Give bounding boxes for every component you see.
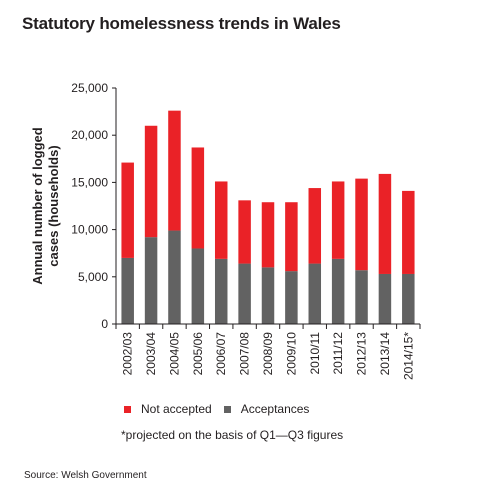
bar-not-accepted xyxy=(308,188,322,264)
bar-acceptances xyxy=(191,248,205,324)
x-tick-label: 2005/06 xyxy=(191,332,205,376)
y-axis-label-line: cases (households) xyxy=(46,145,61,266)
bar-acceptances xyxy=(402,273,415,324)
x-tick-label: 2002/03 xyxy=(121,332,135,376)
x-tick-label: 2003/04 xyxy=(144,332,158,376)
bar-acceptances xyxy=(355,270,368,324)
x-tick-label: 2008/09 xyxy=(261,332,275,376)
x-tick-label: 2009/10 xyxy=(284,332,298,376)
bars-group xyxy=(121,110,415,324)
bar-not-accepted xyxy=(121,162,134,258)
legend-item-not-accepted: Not accepted xyxy=(124,402,212,416)
bar-not-accepted xyxy=(285,202,298,272)
y-tick-label: 10,000 xyxy=(71,223,108,237)
bar-acceptances xyxy=(168,230,181,324)
y-tick-label: 15,000 xyxy=(71,175,108,189)
bar-not-accepted xyxy=(331,181,345,259)
legend-label-not-accepted: Not accepted xyxy=(141,402,212,416)
bar-not-accepted xyxy=(402,190,415,274)
bar-not-accepted xyxy=(238,200,251,264)
x-tick-label: 2010/11 xyxy=(308,332,322,375)
bar-not-accepted xyxy=(355,178,368,271)
bar-acceptances xyxy=(214,258,228,324)
x-tick-label: 2014/15* xyxy=(401,332,415,380)
x-tick-label: 2013/14 xyxy=(378,332,392,376)
bar-not-accepted xyxy=(214,181,228,259)
legend: Not accepted Acceptances xyxy=(124,402,321,416)
bar-acceptances xyxy=(238,263,251,324)
y-axis-label-line: Annual number of logged xyxy=(30,127,45,284)
legend-swatch-acceptances xyxy=(223,405,231,413)
source-note: Source: Welsh Government xyxy=(24,470,147,481)
bar-not-accepted xyxy=(191,147,205,249)
x-tick-label: 2004/05 xyxy=(167,332,181,376)
bar-acceptances xyxy=(285,271,298,324)
bar-acceptances xyxy=(121,257,134,324)
y-tick-label: 25,000 xyxy=(71,81,108,95)
bar-acceptances xyxy=(308,263,322,324)
x-tick-label: 2006/07 xyxy=(214,332,228,376)
chart-title: Statutory homelessness trends in Wales xyxy=(22,14,341,33)
legend-label-acceptances: Acceptances xyxy=(240,402,310,416)
y-tick-label: 5,000 xyxy=(78,270,108,284)
bar-acceptances xyxy=(378,273,392,324)
y-axis-label: Annual number of logged cases (households… xyxy=(30,127,61,284)
bar-not-accepted xyxy=(168,110,181,231)
y-tick-label: 0 xyxy=(101,317,108,331)
x-tick-label: 2011/12 xyxy=(331,332,345,375)
x-tick-label: 2012/13 xyxy=(355,332,369,376)
x-tick-label: 2007/08 xyxy=(238,332,252,376)
y-tick-label: 20,000 xyxy=(71,128,108,142)
bar-not-accepted xyxy=(144,125,158,238)
x-axis: 2002/03 2003/04 2004/05 2005/06 2006/07 2007/… xyxy=(115,323,421,380)
y-axis: 0 5,000 10,000 15,000 20,000 25,000 xyxy=(71,81,117,331)
bar-not-accepted xyxy=(261,202,275,268)
footnote: *projected on the basis of Q1—Q3 figures xyxy=(121,428,344,442)
bar-acceptances xyxy=(261,267,275,324)
legend-item-acceptances: Acceptances xyxy=(223,402,310,416)
bar-not-accepted xyxy=(378,173,392,274)
legend-swatch-not-accepted xyxy=(124,405,131,413)
bar-acceptances xyxy=(331,258,345,324)
bar-acceptances xyxy=(144,237,158,324)
